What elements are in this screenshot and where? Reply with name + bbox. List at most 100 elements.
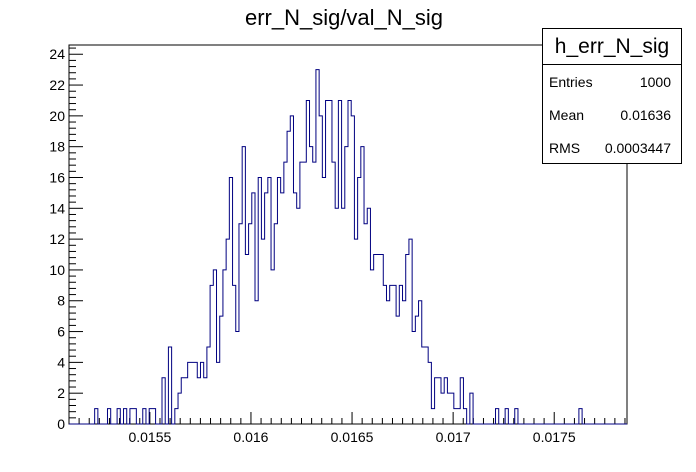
histogram-bin [470, 393, 473, 424]
histogram-bin [236, 332, 239, 424]
histogram-bin [229, 177, 232, 424]
histogram-bin [213, 270, 216, 424]
histogram-bin [233, 285, 236, 424]
y-tick-label: 6 [57, 324, 65, 340]
histogram-bin [348, 100, 351, 424]
chart-title: err_N_sig/val_N_sig [245, 5, 443, 30]
histogram-bin [184, 378, 187, 424]
histogram-bin [358, 177, 361, 424]
y-tick-label: 8 [57, 293, 65, 309]
histogram-bin [396, 316, 399, 424]
histogram-bin [181, 378, 184, 424]
histogram-bin [351, 116, 354, 424]
plot-frame [68, 44, 628, 425]
histogram-bin [374, 255, 377, 424]
histogram-bin [197, 378, 200, 424]
histogram-bin [454, 409, 457, 424]
histogram-bin [149, 409, 152, 424]
histogram-line [69, 69, 627, 425]
histogram-bin [383, 285, 386, 424]
histogram-bin [207, 347, 210, 424]
histogram-bin [367, 208, 370, 424]
stats-box: h_err_N_sig Entries 1000 Mean 0.01636 RM… [542, 28, 682, 164]
histogram-bin [390, 285, 393, 424]
histogram-bin [303, 162, 306, 424]
histogram-bins [95, 70, 582, 424]
histogram-bin [438, 378, 441, 424]
histogram-bin [290, 116, 293, 424]
histogram-bin [579, 409, 582, 424]
histogram-bin [425, 347, 428, 424]
y-tick-label: 0 [57, 416, 65, 432]
histogram-bin [310, 147, 313, 424]
y-tick-label: 16 [49, 169, 65, 185]
histogram-bin [143, 409, 146, 424]
histogram-bin [265, 193, 268, 424]
stats-key: Mean [549, 107, 585, 123]
histogram-bin [200, 362, 203, 424]
histogram-bin [338, 100, 341, 424]
histogram-bin [277, 177, 280, 424]
y-tick-label: 22 [49, 77, 65, 93]
x-tick-label: 0.016 [233, 429, 268, 445]
histogram-bin [422, 347, 425, 424]
histogram-bin [435, 378, 438, 424]
stats-row-entries: Entries 1000 [543, 70, 681, 94]
stats-row-rms: RMS 0.0003447 [543, 136, 681, 160]
histogram-bin [281, 193, 284, 424]
histogram-bin [124, 409, 127, 424]
histogram-bin [245, 255, 248, 424]
stats-value: 1000 [639, 74, 671, 90]
histogram-bin [335, 208, 338, 424]
histogram-bin [175, 409, 178, 424]
histogram-bin [393, 285, 396, 424]
histogram-bin [258, 177, 261, 424]
histogram-bin [370, 270, 373, 424]
histogram-bin [261, 239, 264, 424]
histogram-bin [515, 409, 518, 424]
histogram-bin [107, 409, 110, 424]
histogram-bin [342, 208, 345, 424]
stats-value: 0.0003447 [604, 140, 671, 156]
histogram-bin [313, 162, 316, 424]
histogram-bin [117, 409, 120, 424]
histogram-bin [252, 193, 255, 424]
histogram-bin [406, 255, 409, 424]
histogram-bin [386, 301, 389, 424]
histogram-bin [293, 193, 296, 424]
histogram-bin [133, 409, 136, 424]
histogram-bin [409, 239, 412, 424]
histogram-bin [354, 239, 357, 424]
histogram-bin [444, 378, 447, 424]
histogram-bin [505, 409, 508, 424]
histogram-bin [326, 100, 329, 424]
stats-key: RMS [549, 140, 581, 156]
histogram-bin [329, 100, 332, 424]
stats-value: 0.01636 [620, 107, 671, 123]
histogram-bin [419, 301, 422, 424]
histogram-bin [322, 177, 325, 424]
stats-histogram-name: h_err_N_sig [543, 29, 681, 65]
histogram-bin [316, 70, 319, 424]
histogram-bin [415, 316, 418, 424]
histogram-bin [242, 147, 245, 424]
histogram-bin [204, 378, 207, 424]
y-tick-label: 4 [57, 354, 65, 370]
histogram-bin [361, 147, 364, 424]
y-tick-label: 18 [49, 139, 65, 155]
histogram-bin [377, 255, 380, 424]
histogram-bin [284, 162, 287, 424]
y-tick-label: 2 [57, 385, 65, 401]
histogram-bin [271, 270, 274, 424]
x-tick-label: 0.0175 [533, 429, 576, 445]
histogram-bin [168, 347, 171, 424]
y-tick-label: 14 [49, 200, 65, 216]
histogram-bin [319, 116, 322, 424]
x-tick-label: 0.017 [436, 429, 471, 445]
histogram-bin [226, 239, 229, 424]
histogram-bin [95, 409, 98, 424]
y-tick-label: 24 [49, 46, 65, 62]
histogram-bin [249, 224, 252, 424]
